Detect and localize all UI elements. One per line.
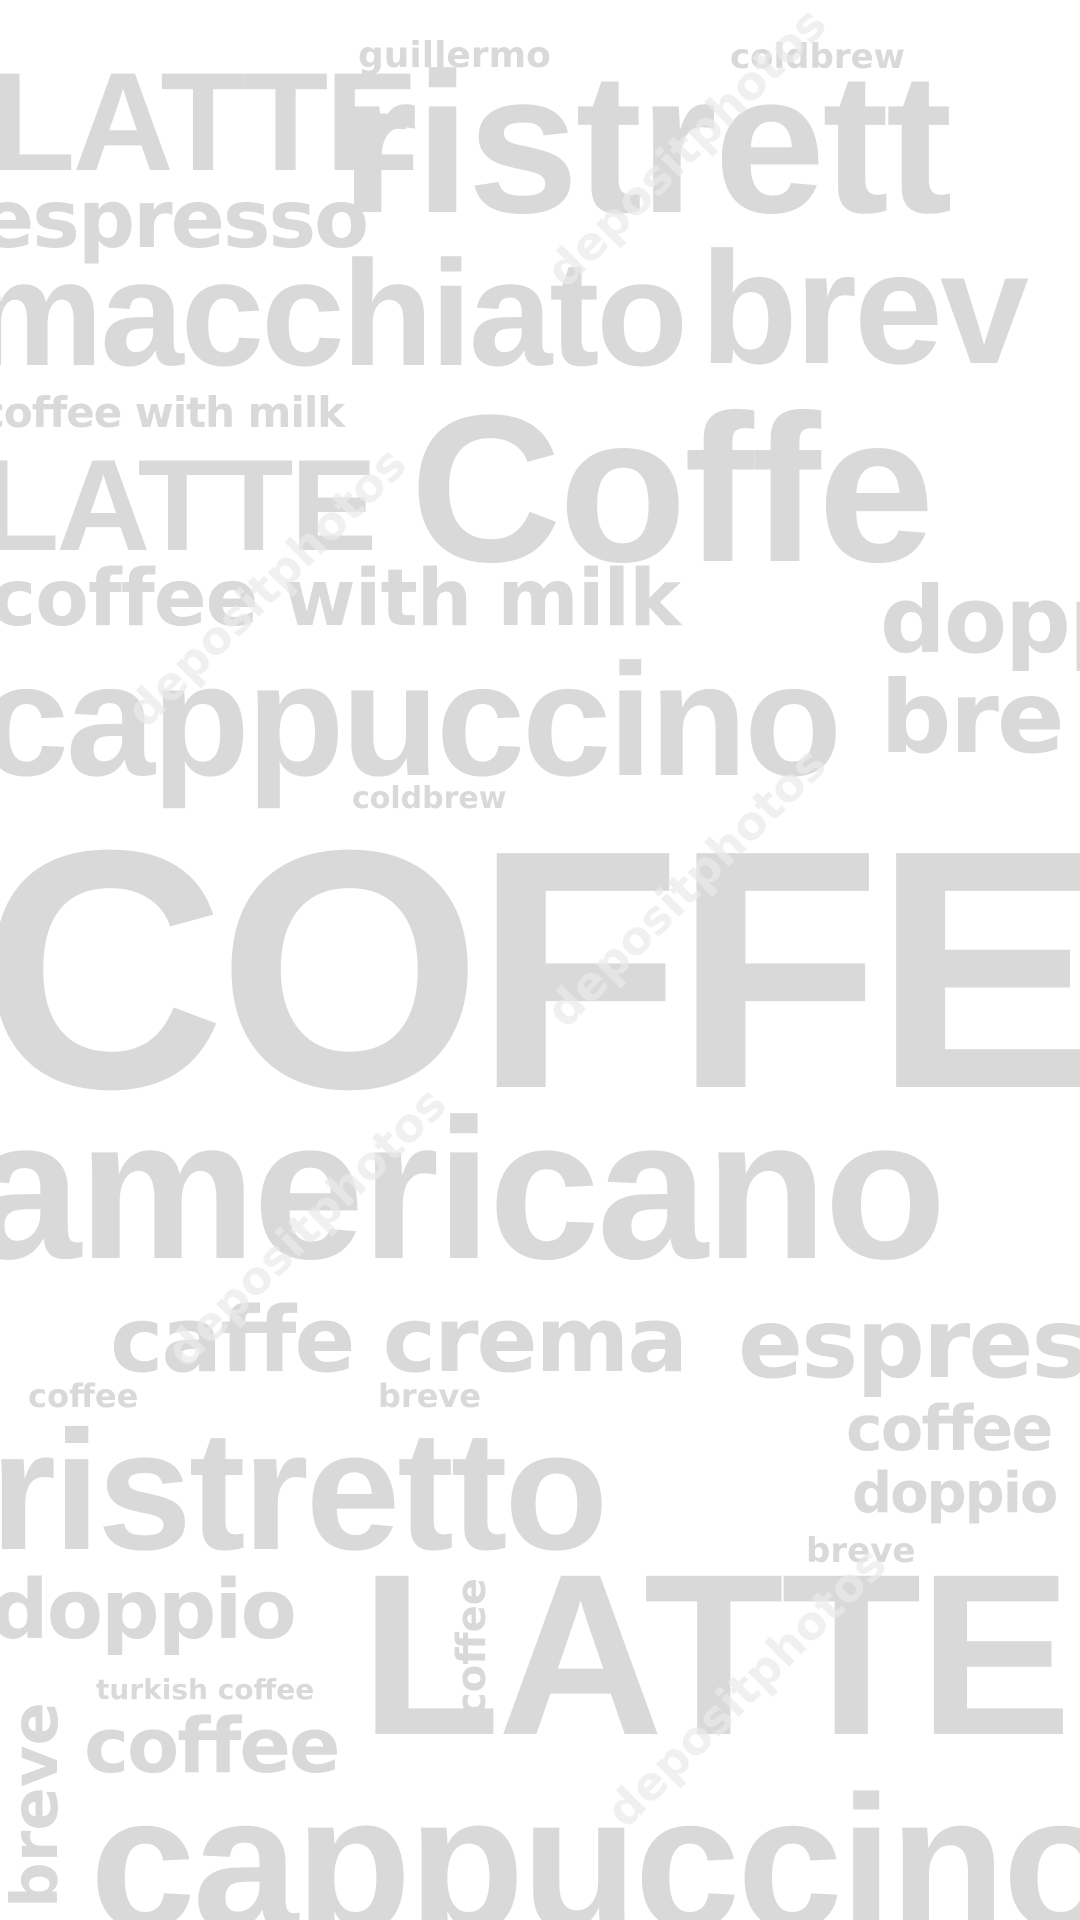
word-latte: LATTE (0, 432, 377, 578)
word-doppio: doppio (0, 1563, 297, 1658)
word-espresso: espres (738, 1288, 1080, 1400)
word-ristretto: ristrett (340, 32, 952, 255)
word-breve: brev (700, 218, 1029, 397)
word-doppio: doppio (852, 1461, 1058, 1526)
word-coffee-with-milk: coffee with milk (0, 554, 681, 644)
word-caffe-crema: caffe crema (110, 1288, 688, 1393)
word-turkish-coffee: turkish coffee (96, 1673, 315, 1706)
word-coffee: Coffe (410, 371, 935, 606)
word-latte: LATTE (360, 1526, 1072, 1783)
word-americano: americano (0, 1078, 946, 1301)
word-cappuccino: cappuccino (0, 630, 842, 809)
word-doppio: dopp (880, 567, 1080, 674)
word-cappuccino: cappuccino (90, 1757, 1080, 1920)
word-espresso: espresso (0, 173, 369, 266)
word-coffee-with-milk-small: coffee with milk (0, 388, 345, 437)
word-breve-small: breve (378, 1377, 481, 1415)
word-coldbrew: coldbrew (352, 781, 507, 816)
word-ristretto: ristretto (0, 1396, 608, 1586)
word-macchiato: macchiato (0, 229, 688, 397)
word-coffee-huge: COFFEE (0, 780, 1080, 1160)
word-breve: breve (806, 1531, 916, 1571)
word-breve-vertical: breve (0, 1702, 73, 1908)
word-breve: bre (880, 659, 1065, 776)
word-coffee: coffee (846, 1392, 1053, 1465)
word-guillermo: guillermo (358, 35, 551, 76)
word-coffee-small: coffee (28, 1377, 139, 1415)
word-coffee: coffee (84, 1701, 340, 1790)
word-coldbrew: coldbrew (730, 37, 906, 77)
word-latte: LATTE (0, 43, 419, 200)
